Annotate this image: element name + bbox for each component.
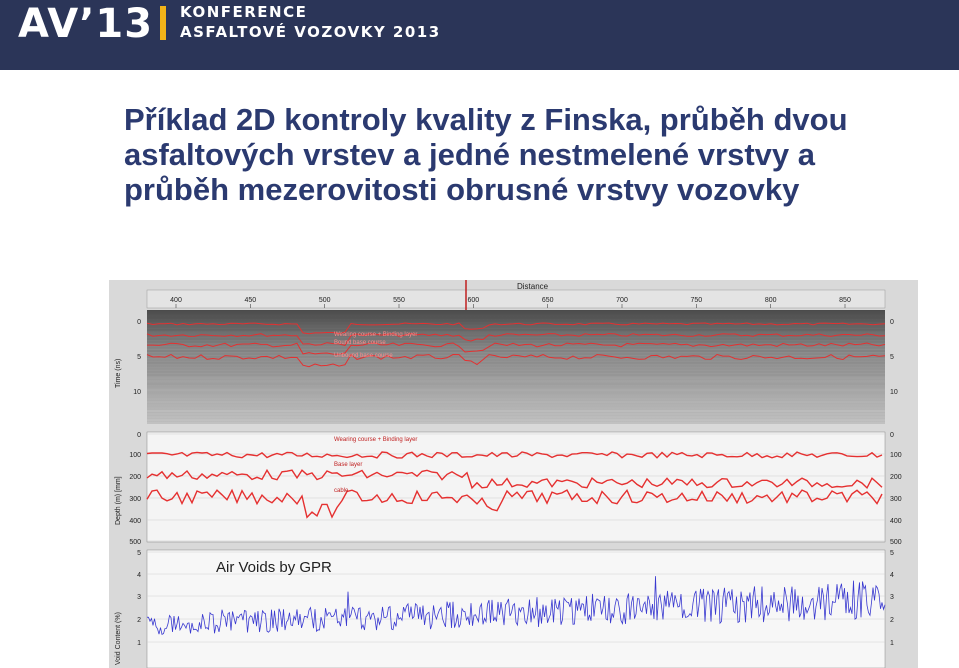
- panel2-tick-left: 100: [129, 452, 141, 459]
- distance-tick-label: 600: [467, 297, 479, 304]
- distance-tick-label: 700: [616, 297, 628, 304]
- distance-axis-label: Distance: [517, 282, 549, 291]
- header-banner: AV’13 KONFERENCE ASFALTOVÉ VOZOVKY 2013: [0, 0, 959, 70]
- panel1-label-2: Bound base course: [334, 340, 386, 346]
- radargram-interface-line: [146, 333, 886, 347]
- panel1-tick-right: 10: [890, 389, 898, 396]
- air-voids-title: Air Voids by GPR: [216, 559, 332, 576]
- layer-depth-line: [146, 488, 883, 519]
- radargram-interface-line: [146, 322, 886, 335]
- panel2-label-3: cable: [334, 488, 349, 494]
- panel3-ylabel: Void Content (%): [115, 612, 122, 665]
- distance-tick-label: 850: [839, 297, 851, 304]
- conference-subtitle: ASFALTOVÉ VOZOVKY 2013: [180, 23, 441, 41]
- layer-depth-panel: [146, 431, 886, 543]
- panel1-tick-right: 0: [890, 319, 894, 326]
- panel1-tick-left: 10: [133, 389, 141, 396]
- layer-depth-line: [146, 451, 883, 459]
- panel2-tick-right: 300: [890, 496, 902, 503]
- panel2-tick-left: 400: [129, 518, 141, 525]
- panel3-tick-left: 2: [137, 617, 141, 624]
- panel1-ylabel: Time (ns): [115, 359, 122, 388]
- panel2-tick-right: 0: [890, 432, 894, 439]
- panel2-ylabel: Depth (m) [mm]: [115, 476, 122, 525]
- panel1-label-3: Unbound base course: [334, 353, 393, 359]
- panel1-label-1: Wearing course + Binding layer: [334, 332, 417, 338]
- distance-tick-label: 450: [244, 297, 256, 304]
- panel2-label-1: Wearing course + Binding layer: [334, 437, 417, 443]
- distance-tick-label: 800: [765, 297, 777, 304]
- panel1-tick-left: 0: [137, 319, 141, 326]
- radargram-interface-line: [146, 353, 886, 368]
- air-voids-trace: [146, 576, 886, 636]
- panel3-tick-left: 5: [137, 550, 141, 557]
- panel3-tick-right: 5: [890, 550, 894, 557]
- panel3-tick-left: 3: [137, 594, 141, 601]
- panel3-tick-left: 1: [137, 640, 141, 647]
- panel2-tick-right: 100: [890, 452, 902, 459]
- panel2-tick-right: 400: [890, 518, 902, 525]
- radargram-interface-line: [147, 342, 886, 355]
- panel1-tick-left: 5: [137, 354, 141, 361]
- gpr-figure: Distance 400 450 500 550 600 650 700 750 800 850 …: [109, 280, 918, 668]
- slide-title: Příklad 2D kontroly kvality z Finska, pr…: [124, 102, 848, 207]
- panel3-tick-right: 2: [890, 617, 894, 624]
- panel2-label-2: Base layer: [334, 462, 362, 468]
- conference-name: KONFERENCE: [180, 3, 308, 21]
- panel2-tick-right: 200: [890, 474, 902, 481]
- air-voids-panel: [146, 549, 886, 668]
- panel3-tick-right: 1: [890, 640, 894, 647]
- panel3-tick-left: 4: [137, 572, 141, 579]
- panel2-tick-left: 500: [129, 539, 141, 546]
- distance-tick-label: 550: [393, 297, 405, 304]
- distance-tick-label: 500: [319, 297, 331, 304]
- panel2-tick-left: 0: [137, 432, 141, 439]
- panel2-tick-right: 500: [890, 539, 902, 546]
- panel3-tick-right: 3: [890, 594, 894, 601]
- conference-logo: AV’13: [18, 1, 154, 47]
- panel2-tick-left: 300: [129, 496, 141, 503]
- logo-accent-bar: [160, 6, 166, 40]
- panel3-tick-right: 4: [890, 572, 894, 579]
- panel1-tick-right: 5: [890, 354, 894, 361]
- distance-tick-label: 650: [542, 297, 554, 304]
- layer-depth-line: [146, 468, 883, 490]
- distance-tick-label: 750: [690, 297, 702, 304]
- distance-tick-label: 400: [170, 297, 182, 304]
- panel2-tick-left: 200: [129, 474, 141, 481]
